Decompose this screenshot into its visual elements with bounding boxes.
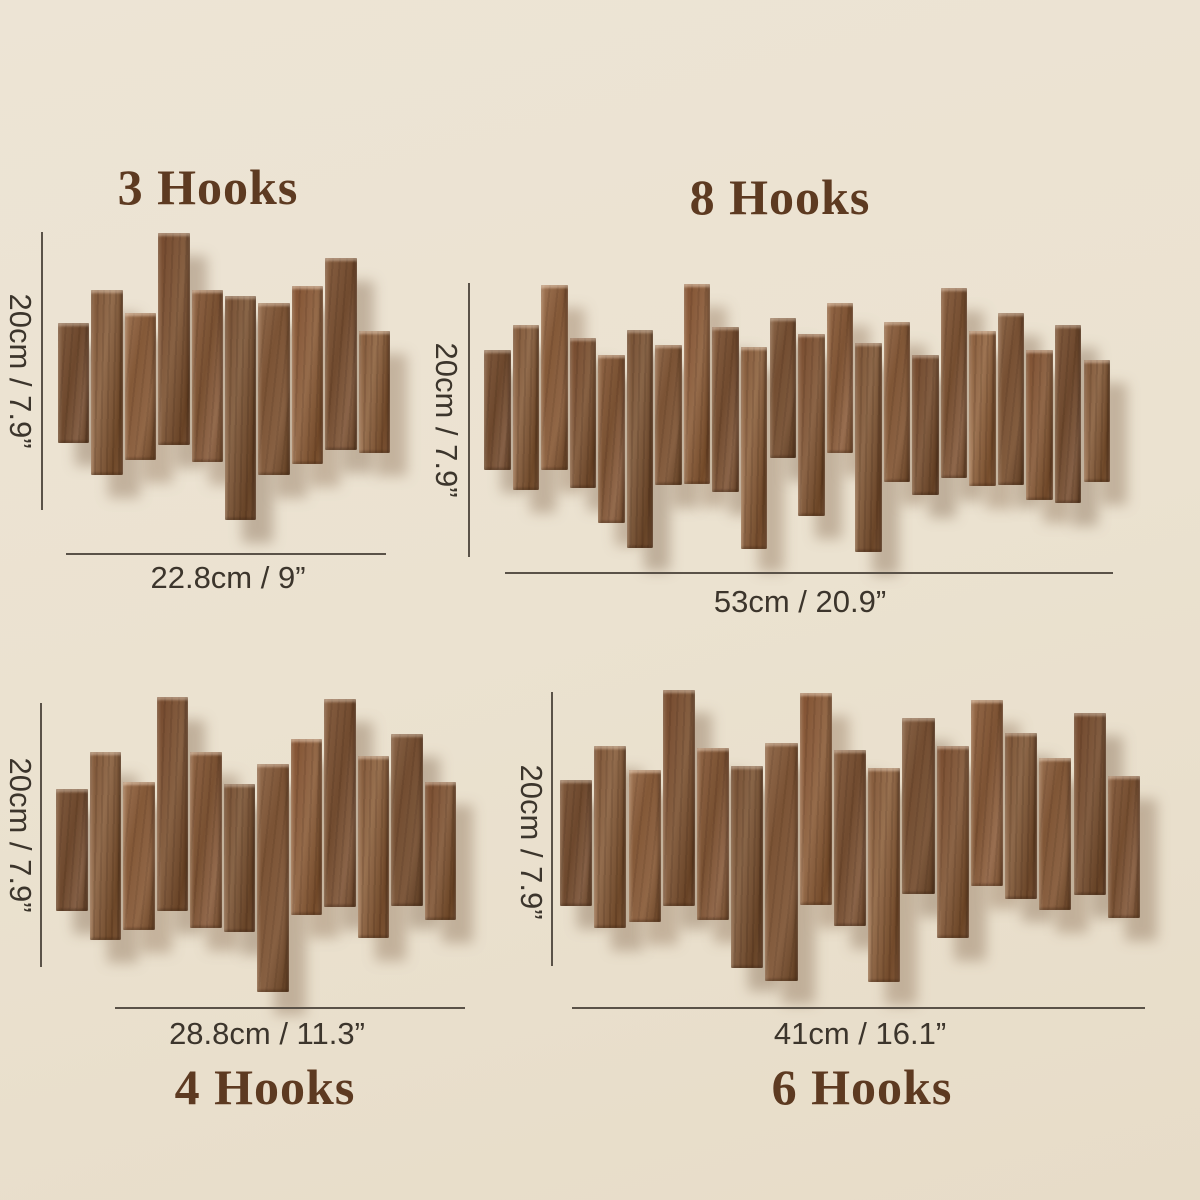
wood-slat [798, 334, 825, 516]
wood-slat [258, 303, 290, 475]
wood-slat [1054, 325, 1082, 503]
wood-slat [91, 290, 123, 475]
wood-slat [223, 784, 255, 932]
wood-slat [662, 690, 695, 906]
wood-slat [1039, 758, 1072, 910]
wood-slat [291, 286, 324, 464]
hook-rack-6-hooks [560, 688, 1142, 986]
wood-slat [257, 764, 289, 992]
wood-slat [731, 766, 764, 968]
section-title-6-hooks: 6 Hooks [771, 1059, 953, 1115]
height-dimension-label-6-hooks: 20cm / 7.9” [514, 764, 549, 920]
height-dimension-line-4-hooks [40, 703, 42, 967]
wood-slat [712, 327, 739, 492]
wood-slat [512, 325, 539, 490]
width-dimension-label-6-hooks: 41cm / 16.1” [773, 1016, 947, 1051]
hook-rack-4-hooks [56, 694, 458, 992]
wood-slat [123, 782, 155, 930]
wood-slat [156, 697, 188, 911]
wood-slat [541, 285, 568, 470]
height-dimension-line-6-hooks [551, 692, 553, 966]
wood-slat [628, 770, 661, 922]
height-dimension-label-8-hooks: 20cm / 7.9” [429, 342, 464, 498]
wood-slat [225, 296, 257, 520]
wood-slat [912, 355, 939, 495]
wood-slat [124, 313, 157, 460]
hook-rack-3-hooks [58, 228, 392, 520]
height-dimension-line-8-hooks [468, 283, 470, 557]
height-dimension-label-3-hooks: 20cm / 7.9” [3, 293, 38, 449]
wood-slat [936, 746, 969, 938]
wood-slat [902, 718, 935, 894]
wood-slat [358, 331, 390, 453]
wood-slat [1073, 713, 1106, 895]
wood-slat [560, 780, 593, 906]
section-title-3-hooks: 3 Hooks [117, 159, 299, 215]
wood-slat [683, 284, 711, 484]
wood-slat [89, 752, 121, 940]
wood-slat [855, 343, 882, 552]
wood-slat [484, 350, 511, 470]
wood-slat [799, 693, 832, 905]
width-dimension-line-3-hooks [66, 553, 386, 555]
section-title-4-hooks: 4 Hooks [174, 1059, 356, 1115]
wood-slat [826, 303, 853, 453]
wood-slat [626, 330, 654, 548]
wood-slat [290, 739, 322, 915]
wood-slat [324, 699, 356, 907]
height-dimension-line-3-hooks [41, 232, 43, 510]
width-dimension-line-8-hooks [505, 572, 1113, 574]
wood-slat [1083, 360, 1110, 482]
wood-slat [833, 750, 867, 926]
wood-slat [765, 743, 798, 981]
wood-slat [325, 258, 357, 450]
section-title-8-hooks: 8 Hooks [689, 169, 871, 225]
wood-slat [740, 347, 768, 549]
wood-slat [569, 338, 597, 488]
wood-slat [598, 355, 625, 523]
wood-slat [56, 789, 88, 911]
wood-slat [158, 233, 190, 445]
width-dimension-label-4-hooks: 28.8cm / 11.3” [169, 1016, 365, 1051]
wood-slat [594, 746, 627, 928]
wood-slat [769, 318, 796, 458]
wood-slat [970, 700, 1003, 886]
wood-slat [655, 345, 682, 485]
wood-slat [997, 313, 1025, 485]
width-dimension-label-3-hooks: 22.8cm / 9” [150, 560, 306, 595]
wood-slat [1107, 776, 1140, 918]
width-dimension-line-6-hooks [572, 1007, 1145, 1009]
wood-slat [969, 331, 996, 486]
wood-slat [696, 748, 730, 920]
width-dimension-line-4-hooks [115, 1007, 465, 1009]
wood-slat [1026, 350, 1053, 500]
wood-slat [58, 323, 90, 443]
hook-rack-8-hooks [484, 280, 1112, 552]
width-dimension-label-8-hooks: 53cm / 20.9” [713, 584, 887, 619]
wood-slat [190, 752, 222, 928]
wood-slat [868, 768, 901, 982]
wood-slat [391, 734, 423, 906]
wood-slat [424, 782, 456, 920]
wood-slat [1005, 733, 1038, 899]
wood-slat [940, 288, 968, 478]
wood-slat [357, 756, 389, 938]
wood-slat [191, 290, 223, 462]
height-dimension-label-4-hooks: 20cm / 7.9” [3, 757, 38, 913]
wood-slat [883, 322, 911, 482]
